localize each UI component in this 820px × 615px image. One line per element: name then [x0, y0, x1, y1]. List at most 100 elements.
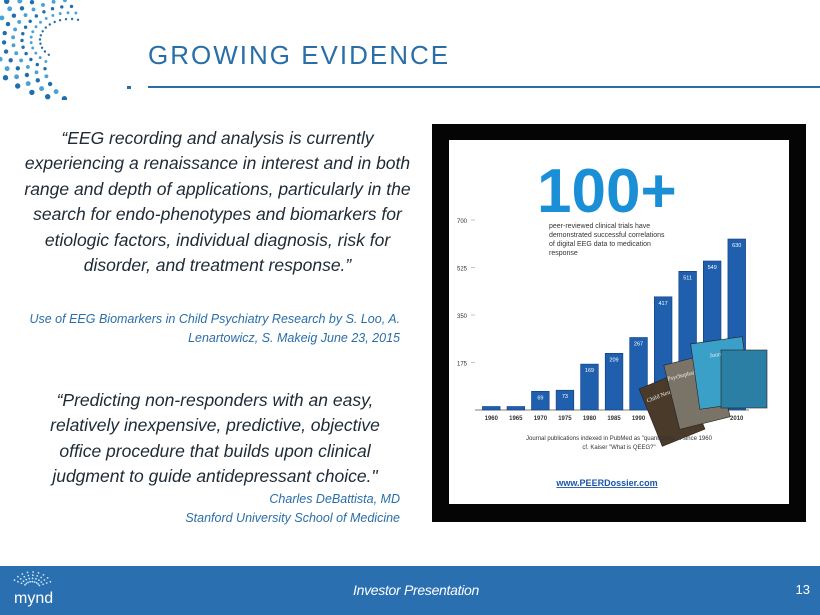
citation-debattista-line1: Charles DeBattista, MD [269, 492, 400, 506]
footnote-line: Journal publications indexed in PubMed a… [526, 436, 713, 442]
logo-dot [13, 27, 18, 32]
logo-dot [58, 12, 62, 16]
footer-brand: mynd [14, 590, 54, 607]
footer-logo-dot [40, 581, 43, 583]
logo-dot [25, 64, 30, 69]
page-title: GROWING EVIDENCE [148, 40, 451, 70]
logo-dot [43, 67, 47, 71]
logo-dot [11, 43, 16, 48]
bar [506, 406, 526, 411]
logo-dot [38, 56, 42, 60]
title-divider [148, 86, 820, 88]
logo-dot [58, 19, 62, 22]
logo-dot [51, 0, 56, 4]
footer-logo-dot [23, 575, 26, 578]
logo-dot [23, 13, 28, 18]
logo-dot [19, 6, 25, 11]
bar-data-label: 511 [683, 275, 692, 281]
logo-dot [47, 81, 53, 87]
footer-logo-dot [28, 577, 31, 580]
logo-dot [21, 32, 25, 36]
logo-dot [44, 74, 49, 79]
x-tick-label: 1965 [509, 416, 523, 422]
logo-dot [43, 50, 47, 53]
logo-dot [44, 26, 47, 29]
bar-data-label: 13 [513, 411, 519, 417]
logo-dot [4, 66, 10, 72]
footer-logo-dot [32, 571, 34, 573]
logo-dot [35, 78, 40, 83]
logo-dot [29, 57, 33, 62]
citation-debattista-line2: Stanford University School of Medicine [185, 510, 400, 525]
logo-dot [17, 0, 23, 4]
y-tick-label: 175 [457, 362, 468, 368]
footer-logo-dot [43, 579, 46, 581]
bar [580, 363, 599, 411]
footer-logo-dot [49, 580, 52, 583]
logo-dot [3, 49, 9, 54]
caption-line: peer-reviewed clinical trials have [549, 223, 650, 230]
bar-data-label: 630 [732, 243, 741, 249]
logo-dot [39, 34, 42, 37]
bar-data-label: 209 [609, 357, 618, 363]
y-tick-label: 525 [457, 267, 468, 273]
footer-logo-dot [36, 575, 39, 577]
logo-dot [29, 41, 33, 45]
logo-dot [15, 83, 21, 89]
caption-line: demonstrated successful correlations [549, 232, 665, 239]
x-tick-label: 1970 [534, 416, 548, 422]
bar [531, 391, 550, 411]
logo-dot [53, 20, 56, 24]
logo-dot [24, 51, 28, 56]
publications-chart-image: 100+ peer-reviewed clinical trials have de… [449, 140, 789, 504]
peer-dossier-link: www.PEERDossier.com [555, 478, 657, 488]
footer-logo-dots [13, 571, 52, 587]
footer-logo-dot [42, 583, 44, 586]
footer-logo-dot [26, 571, 29, 574]
logo-dot [44, 60, 48, 63]
footer-logo-dot [37, 572, 40, 574]
logo-dot [11, 13, 17, 18]
footer-logo-dot [25, 578, 28, 581]
citation-debattista: Charles DeBattista, MD Stanford Universi… [100, 490, 400, 528]
logo-dot [38, 38, 42, 41]
quote-eeg-renaissance: “EEG recording and analysis is currently… [24, 128, 411, 275]
footer-logo-dot [24, 584, 26, 586]
footer-logo-dot [22, 580, 25, 583]
caption-line: response [549, 250, 578, 257]
citation-loo-line2: Lenartowicz, S. Makeig June 23, 2015 [188, 330, 400, 345]
bar [604, 353, 624, 411]
bar-data-label: 69 [537, 395, 543, 401]
headline-100-plus: 100+ [537, 157, 677, 226]
publications-chart: 100+peer-reviewed clinical trials have de… [457, 157, 768, 488]
logo-dot [61, 96, 68, 100]
title-accent-dot [127, 86, 131, 89]
journal-cover-face [720, 349, 768, 409]
footer-logo-dot [42, 574, 45, 576]
footer-bar [0, 566, 820, 615]
bar-data-label: 549 [708, 265, 717, 271]
bar [482, 406, 501, 411]
logo-dot [39, 86, 45, 92]
bar-data-label: 73 [562, 394, 568, 400]
logo-dot [44, 16, 48, 20]
logo-dot [60, 5, 64, 9]
footer-logo-dot [17, 580, 19, 583]
logo-dot [64, 18, 68, 21]
logo-dot [51, 14, 55, 17]
logo-dot [50, 7, 55, 11]
logo-dot [48, 23, 51, 26]
logo-dot [5, 21, 11, 27]
footnote-line: cf. Kaiser "What is QEEG?" [582, 445, 655, 451]
logo-dot [15, 66, 20, 71]
logo-dot [11, 35, 16, 40]
citation-loo-line1: Use of EEG Biomarkers in Child Psychiatr… [29, 312, 400, 326]
logo-dot [0, 56, 3, 62]
y-tick-label: 700 [457, 219, 468, 225]
logo-dot [35, 62, 39, 67]
logo-dot [39, 42, 42, 45]
footer-logo-dot [38, 584, 41, 587]
logo-dot [42, 10, 46, 14]
logo-dot [76, 18, 80, 21]
footer-logo-dot [21, 573, 24, 575]
